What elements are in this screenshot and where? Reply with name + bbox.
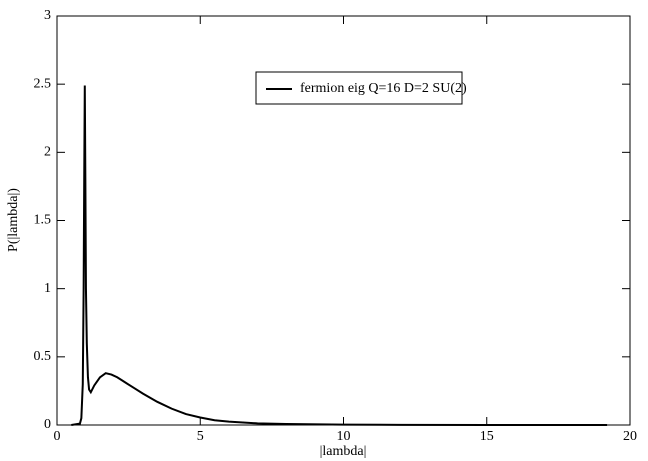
x-tick-label: 5 [197,429,204,444]
y-tick-label: 0.5 [34,349,52,364]
x-axis-label: |lambda| [320,444,367,459]
y-tick-label: 1 [44,281,51,296]
x-tick-label: 20 [623,429,637,444]
data-line [71,85,608,426]
y-axis-label: P(|lambda|) [6,188,21,252]
y-tick-label: 1.5 [34,213,52,228]
y-tick-label: 2 [44,145,51,160]
x-tick-label: 10 [337,429,351,444]
x-tick-label: 15 [480,429,494,444]
legend-label: fermion eig Q=16 D=2 SU(2) [300,81,467,96]
y-tick-label: 3 [44,8,51,23]
y-tick-label: 2.5 [34,76,52,91]
x-tick-label: 0 [54,429,61,444]
y-tick-label: 0 [44,417,51,432]
